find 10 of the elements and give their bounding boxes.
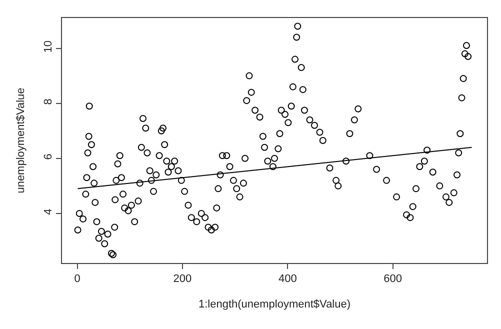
x-tick-label: 200 bbox=[173, 273, 192, 286]
x-tick-label: 600 bbox=[384, 273, 402, 286]
x-tick-label: 400 bbox=[278, 273, 297, 286]
y-tick-label: 6 bbox=[42, 154, 55, 160]
y-tick-label: 4 bbox=[42, 208, 55, 215]
y-tick-label: 10 bbox=[42, 40, 55, 53]
x-tick-label: 0 bbox=[74, 273, 80, 286]
y-axis-title: unemployment$Value bbox=[15, 88, 28, 194]
y-tick-label: 8 bbox=[42, 98, 55, 105]
x-axis-title: 1:length(unemployment$Value) bbox=[198, 298, 351, 310]
